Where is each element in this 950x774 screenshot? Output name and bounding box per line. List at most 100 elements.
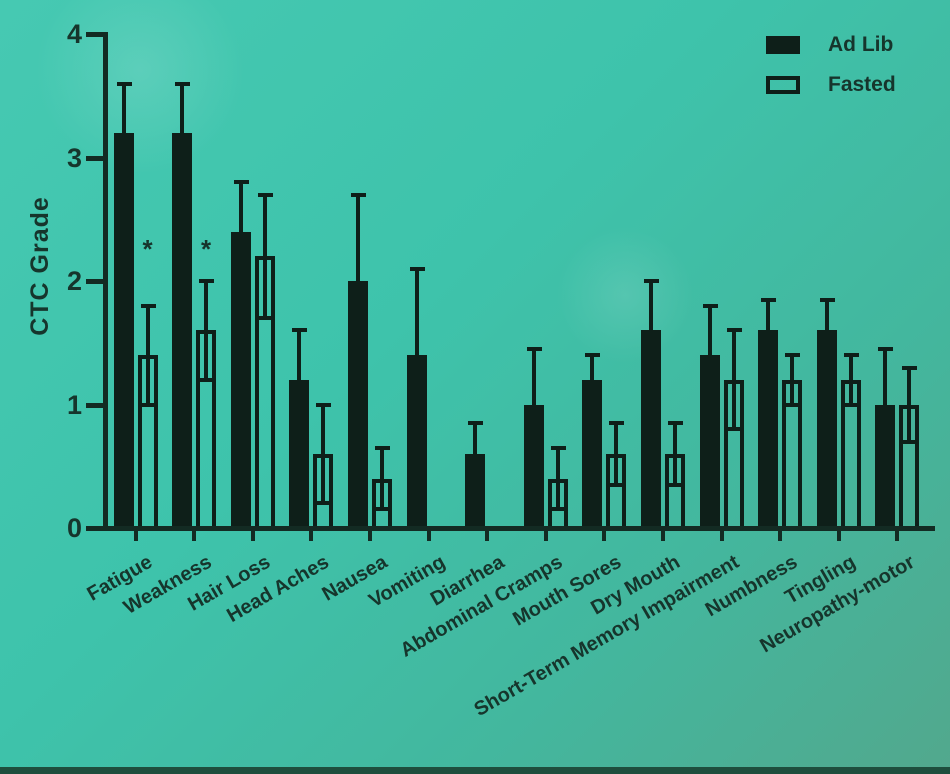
error-bar-line — [883, 348, 888, 405]
category-tick — [426, 531, 431, 541]
category-tick — [836, 531, 841, 541]
y-axis-tick-label: 3 — [66, 142, 82, 173]
error-bar-cap — [761, 297, 777, 302]
y-axis-title: CTC Grade — [26, 196, 54, 336]
bar-ad-lib — [523, 404, 544, 530]
error-bar-cap — [233, 180, 249, 185]
category-tick — [660, 531, 665, 541]
y-axis-tick — [86, 402, 105, 408]
category-tick — [895, 531, 900, 541]
error-bar-line — [555, 447, 560, 510]
bar-ad-lib — [113, 132, 134, 530]
category-tick — [778, 531, 783, 541]
y-axis-tick — [86, 32, 105, 38]
bar-ad-lib — [699, 355, 720, 530]
error-bar-cap — [819, 297, 835, 302]
bar-ad-lib — [875, 404, 896, 530]
error-bar-line — [297, 330, 302, 380]
category-tick — [719, 531, 724, 541]
error-bar-cap — [175, 81, 191, 86]
error-bar-line — [238, 182, 243, 232]
significance-asterisk: * — [201, 234, 212, 265]
category-tick — [485, 531, 490, 541]
x-axis-line — [103, 526, 935, 531]
error-bar-cap — [526, 346, 542, 351]
error-bar-line — [204, 281, 209, 380]
error-bar-line — [848, 355, 853, 405]
error-bar-cap — [843, 402, 859, 407]
error-bar-cap — [199, 279, 215, 284]
y-axis-tick-label: 0 — [66, 513, 82, 543]
error-bar-cap — [702, 303, 718, 308]
error-bar-cap — [550, 445, 566, 450]
error-bar-cap — [843, 353, 859, 358]
error-bar-cap — [292, 328, 308, 333]
error-bar-cap — [350, 192, 366, 197]
bar-ad-lib — [289, 379, 310, 530]
category-tick — [309, 531, 314, 541]
error-bar-cap — [316, 402, 332, 407]
error-bar-line — [379, 447, 384, 510]
error-bar-line — [355, 194, 360, 282]
error-bar-line — [790, 355, 795, 405]
error-bar-line — [262, 194, 267, 319]
error-bar-line — [824, 299, 829, 331]
bar-ad-lib — [758, 330, 779, 530]
y-axis-line — [103, 32, 108, 531]
error-bar-cap — [140, 303, 156, 308]
legend-item-fasted: Fasted — [766, 74, 896, 96]
error-bar-line — [672, 423, 677, 485]
y-axis-tick — [86, 279, 105, 285]
error-bar-cap — [316, 501, 332, 506]
error-bar-cap — [374, 445, 390, 450]
error-bar-line — [731, 330, 736, 430]
error-bar-cap — [609, 421, 625, 426]
bar-ad-lib — [347, 281, 368, 530]
error-bar-cap — [726, 427, 742, 432]
y-axis-tick-label: 1 — [66, 389, 82, 420]
bar-ad-lib — [640, 330, 661, 530]
category-tick — [250, 531, 255, 541]
error-bar-cap — [643, 279, 659, 284]
error-bar-cap — [902, 365, 918, 370]
legend-label-ad-lib: Ad Lib — [828, 33, 894, 56]
error-bar-cap — [257, 192, 273, 197]
bar-ad-lib — [582, 379, 603, 530]
legend: Ad Lib Fasted — [766, 34, 896, 114]
error-bar-line — [321, 404, 326, 504]
error-bar-line — [145, 305, 150, 405]
error-bar-cap — [878, 346, 894, 351]
error-bar-cap — [609, 482, 625, 487]
error-bar-cap — [785, 353, 801, 358]
error-bar-cap — [116, 81, 132, 86]
error-bar-line — [121, 83, 126, 133]
error-bar-line — [766, 299, 771, 331]
significance-asterisk: * — [142, 234, 153, 265]
error-bar-cap — [550, 507, 566, 512]
legend-item-ad-lib: Ad Lib — [766, 34, 896, 56]
error-bar-line — [590, 355, 595, 380]
error-bar-line — [907, 367, 912, 442]
category-tick — [192, 531, 197, 541]
error-bar-line — [414, 268, 419, 356]
ad-lib-filled-swatch — [766, 36, 800, 54]
error-bar-cap — [902, 439, 918, 444]
error-bar-cap — [726, 328, 742, 333]
category-tick — [133, 531, 138, 541]
category-tick — [543, 531, 548, 541]
error-bar-cap — [785, 402, 801, 407]
error-bar-line — [531, 348, 536, 405]
error-bar-cap — [140, 402, 156, 407]
bar-ad-lib — [172, 132, 193, 530]
error-bar-line — [180, 83, 185, 133]
bottom-strip — [0, 767, 950, 774]
error-bar-line — [614, 423, 619, 485]
error-bar-line — [707, 305, 712, 356]
error-bar-line — [648, 281, 653, 331]
error-bar-cap — [199, 377, 215, 382]
y-axis-tick — [86, 155, 105, 161]
error-bar-cap — [257, 316, 273, 321]
category-tick — [367, 531, 372, 541]
